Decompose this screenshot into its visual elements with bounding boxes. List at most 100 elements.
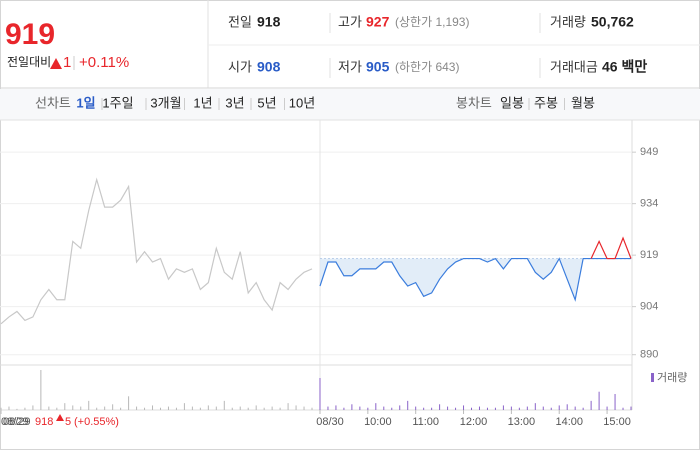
legend-swatch <box>651 373 654 382</box>
tab[interactable]: 5년 <box>257 95 276 110</box>
volume-bar <box>271 406 273 410</box>
volume-bar <box>56 407 58 410</box>
tab[interactable]: 1년 <box>193 95 212 110</box>
change-pct: +0.11% <box>79 54 129 71</box>
summary-date: 08/29 <box>3 416 31 428</box>
volume-bar <box>566 404 568 410</box>
tab[interactable]: 일봉 <box>500 95 524 110</box>
price-line <box>0 177 313 325</box>
volume-bar <box>223 400 225 410</box>
y-tick-label: 934 <box>640 198 658 210</box>
volume-bar <box>72 405 74 410</box>
tab[interactable]: 3년 <box>225 95 244 110</box>
volume-bar <box>287 403 289 410</box>
stat-label: 시가 <box>228 59 252 74</box>
area <box>319 258 631 300</box>
volume-bar <box>120 407 122 410</box>
volume-bar <box>16 408 18 410</box>
volume-bar <box>0 407 2 410</box>
volume-bar <box>263 407 265 410</box>
tab[interactable]: 10년 <box>289 95 315 110</box>
tab[interactable]: 월봉 <box>571 95 595 110</box>
volume-bar <box>136 406 138 410</box>
volume-bar <box>486 407 488 410</box>
volume-bar <box>159 407 161 410</box>
change: 1 <box>63 54 71 71</box>
stat-label: 거래대금 <box>550 59 598 74</box>
volume-bar <box>542 406 544 410</box>
stat-value: 918 <box>257 14 281 30</box>
volume-bar <box>303 406 305 410</box>
volume-bar <box>239 406 241 410</box>
volume-bar <box>550 407 552 410</box>
x-tick-label: 12:00 <box>460 416 488 428</box>
volume-bar <box>423 407 425 410</box>
volume-bar <box>64 403 66 410</box>
tab[interactable]: 1주일 <box>102 95 133 110</box>
volume-bar <box>247 407 249 410</box>
summary-close: 918 <box>35 416 53 428</box>
volume-bar <box>399 405 401 410</box>
tab-group-label: 선차트 <box>35 95 71 110</box>
tab-bar <box>0 89 700 120</box>
y-tick-label: 904 <box>640 301 658 313</box>
x-tick-label: 11:00 <box>412 416 439 428</box>
volume-bar <box>32 405 34 410</box>
volume-bar <box>471 407 473 410</box>
volume-bar <box>367 407 369 410</box>
tab[interactable]: 1일 <box>76 95 95 110</box>
volume-bar <box>534 403 536 410</box>
tab[interactable]: 3개월 <box>150 95 181 110</box>
volume-bar <box>630 406 632 410</box>
volume-bar <box>383 406 385 410</box>
volume-bar <box>463 405 465 410</box>
volume-bar <box>175 407 177 410</box>
summary-change: 5 <box>65 416 71 428</box>
x-tick-label: 13:00 <box>508 416 536 428</box>
y-tick-label: 949 <box>640 146 658 158</box>
volume-bar <box>80 406 82 410</box>
x-tick-label: 15:00 <box>603 416 631 428</box>
volume-bar <box>518 407 520 410</box>
up-icon <box>50 58 62 69</box>
volume-bar <box>375 403 377 410</box>
volume-bar <box>407 400 409 410</box>
volume-bar <box>104 406 106 410</box>
volume-bar <box>431 407 433 410</box>
volume-bar <box>152 405 154 410</box>
volume-bar <box>598 391 600 410</box>
volume-bar <box>327 406 329 410</box>
volume-bar <box>359 406 361 410</box>
volume-bar <box>319 378 321 410</box>
volume-bar <box>351 404 353 410</box>
price: 919 <box>5 18 55 51</box>
volume-bar <box>215 406 217 410</box>
volume-bar <box>144 407 146 410</box>
volume-bar <box>96 407 98 410</box>
volume-bar <box>199 407 201 410</box>
volume-bar <box>183 403 185 410</box>
volume-bar <box>391 407 393 410</box>
volume-bar <box>622 407 624 410</box>
volume-bar <box>24 407 26 410</box>
volume-bar <box>343 407 345 410</box>
stat-label: 전일 <box>228 14 252 29</box>
volume-bar <box>582 407 584 410</box>
volume-bar <box>558 405 560 410</box>
stat-value: 905 <box>366 59 390 75</box>
change-label: 전일대비 <box>7 55 51 69</box>
summary-pct: (+0.55%) <box>74 416 119 428</box>
stat-label: 저가 <box>338 59 362 74</box>
volume-bar <box>510 406 512 410</box>
volume-bar <box>502 405 504 410</box>
volume-bar <box>415 406 417 410</box>
x-tick-label: 14:00 <box>555 416 583 428</box>
x-tick-label: 08/30 <box>316 416 344 428</box>
volume-bar <box>295 405 297 410</box>
volume-bar <box>590 400 592 410</box>
volume-bar <box>455 407 457 410</box>
volume-bar <box>112 404 114 410</box>
tab[interactable]: 주봉 <box>534 95 558 110</box>
